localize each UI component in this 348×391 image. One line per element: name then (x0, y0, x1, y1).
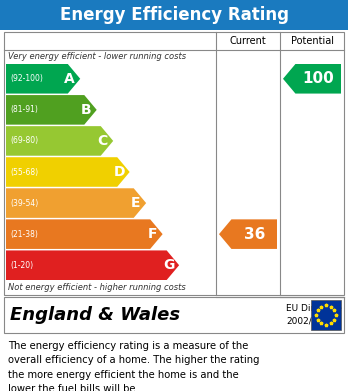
Text: A: A (64, 72, 75, 86)
Text: (92-100): (92-100) (10, 74, 43, 83)
Polygon shape (6, 95, 97, 125)
Text: (55-68): (55-68) (10, 167, 38, 176)
Polygon shape (6, 126, 113, 156)
Text: England & Wales: England & Wales (10, 306, 180, 324)
Polygon shape (6, 250, 179, 280)
Text: Not energy efficient - higher running costs: Not energy efficient - higher running co… (8, 283, 186, 292)
Polygon shape (6, 219, 163, 249)
Polygon shape (219, 219, 277, 249)
Text: E: E (131, 196, 141, 210)
Text: Potential: Potential (291, 36, 333, 46)
Text: (1-20): (1-20) (10, 261, 33, 270)
Bar (0, 0, 348, 30)
Bar (311, 300, 341, 330)
Polygon shape (6, 188, 146, 218)
Text: (21-38): (21-38) (10, 230, 38, 239)
Text: G: G (163, 258, 174, 272)
Bar (4, 32, 344, 295)
Text: Very energy efficient - lower running costs: Very energy efficient - lower running co… (8, 52, 186, 61)
Polygon shape (6, 157, 130, 187)
Polygon shape (283, 64, 341, 93)
Text: (69-80): (69-80) (10, 136, 38, 145)
Text: C: C (98, 134, 108, 148)
Text: D: D (113, 165, 125, 179)
Polygon shape (6, 64, 80, 93)
Text: (39-54): (39-54) (10, 199, 38, 208)
Text: 100: 100 (302, 71, 334, 86)
Text: F: F (148, 227, 157, 241)
Text: The energy efficiency rating is a measure of the
overall efficiency of a home. T: The energy efficiency rating is a measur… (8, 341, 260, 391)
Text: 36: 36 (244, 227, 265, 242)
Text: B: B (81, 103, 92, 117)
Bar (4, 297, 344, 333)
Text: Energy Efficiency Rating: Energy Efficiency Rating (60, 6, 288, 24)
Text: Current: Current (230, 36, 266, 46)
Text: (81-91): (81-91) (10, 105, 38, 114)
Text: EU Directive
2002/91/EC: EU Directive 2002/91/EC (286, 304, 342, 326)
